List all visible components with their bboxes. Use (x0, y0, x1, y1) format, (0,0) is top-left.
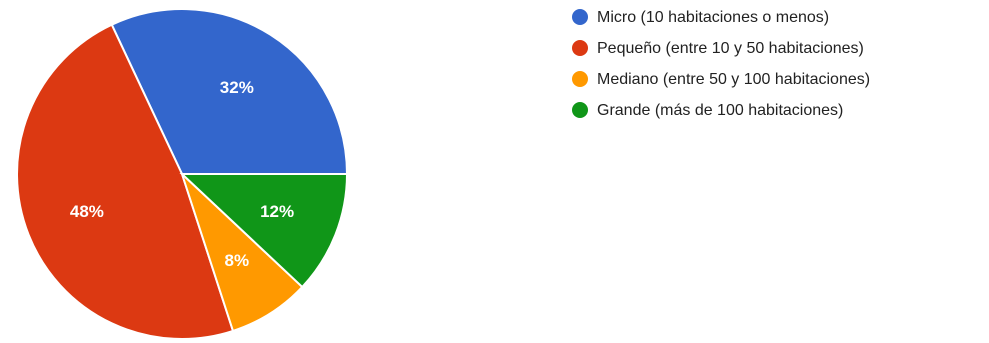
legend-item-3[interactable]: Grande (más de 100 habitaciones) (572, 99, 982, 122)
legend-item-1[interactable]: Pequeño (entre 10 y 50 habitaciones) (572, 37, 982, 60)
pie-slice-3[interactable] (179, 173, 349, 289)
pie-slices (16, 8, 349, 340)
legend-label-0: Micro (10 habitaciones o menos) (597, 9, 830, 26)
pie-slice-label-0: 32% (220, 78, 254, 97)
pie-slice-label-2: 8% (225, 251, 250, 270)
pie-chart: 32% 48% 8% 12% (16, 8, 349, 340)
legend-item-2[interactable]: Mediano (entre 50 y 100 habitaciones) (572, 68, 982, 91)
legend: Micro (10 habitaciones o menos) Pequeño (… (572, 6, 982, 130)
legend-label-1: Pequeño (entre 10 y 50 habitaciones) (597, 40, 864, 57)
pie-slice-labels: 32% 48% 8% 12% (70, 78, 294, 270)
legend-item-0[interactable]: Micro (10 habitaciones o menos) (572, 6, 982, 29)
legend-swatch-1 (572, 40, 588, 56)
pie-slice-1[interactable] (16, 23, 235, 340)
pie-slice-0[interactable] (110, 8, 349, 175)
legend-swatch-0 (572, 9, 588, 25)
pie-slice-label-3: 12% (260, 202, 294, 221)
legend-swatch-3 (572, 102, 588, 118)
legend-swatch-2 (572, 71, 588, 87)
legend-label-3: Grande (más de 100 habitaciones) (597, 102, 844, 119)
legend-label-2: Mediano (entre 50 y 100 habitaciones) (597, 71, 871, 88)
pie-slice-label-1: 48% (70, 202, 104, 221)
